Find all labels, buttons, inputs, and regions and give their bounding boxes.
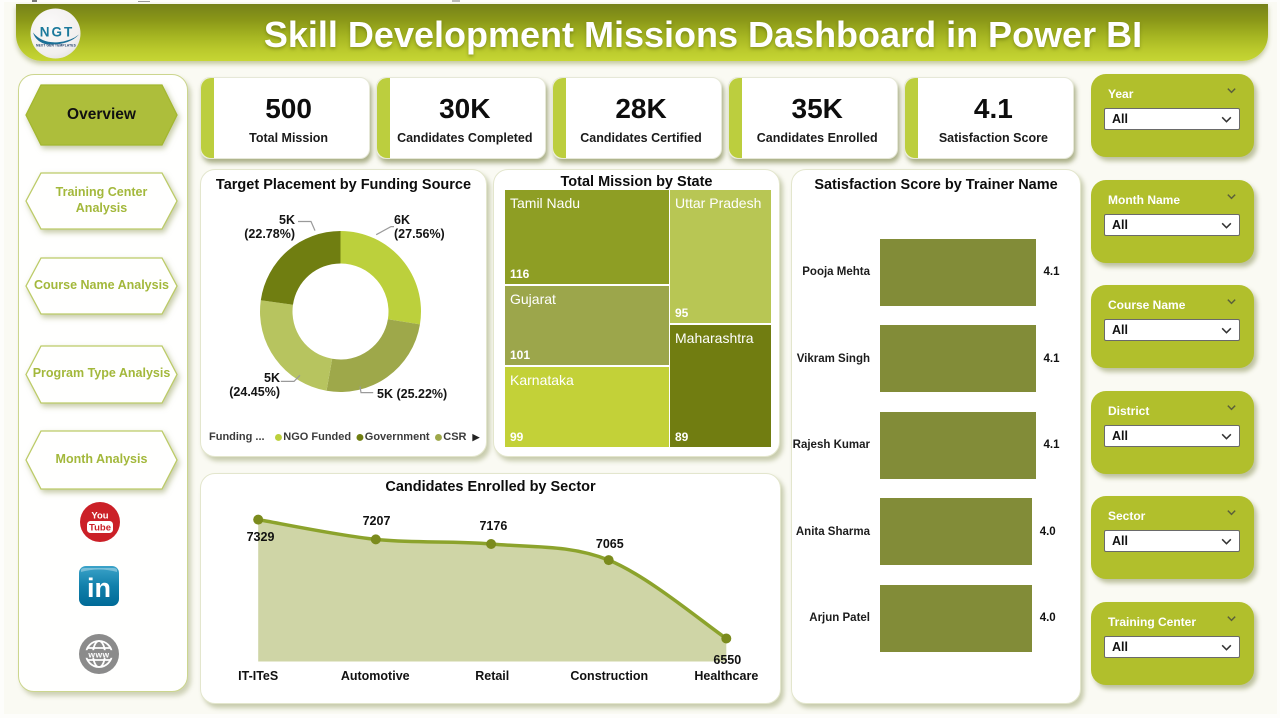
svg-text:You: You bbox=[91, 511, 108, 522]
svg-text:www: www bbox=[87, 650, 109, 660]
svg-text:Tube: Tube bbox=[89, 523, 111, 534]
svg-text:NGT: NGT bbox=[40, 25, 75, 40]
svg-text:in: in bbox=[87, 573, 111, 603]
svg-text:NEXT GEN TEMPLATES: NEXT GEN TEMPLATES bbox=[36, 44, 76, 48]
